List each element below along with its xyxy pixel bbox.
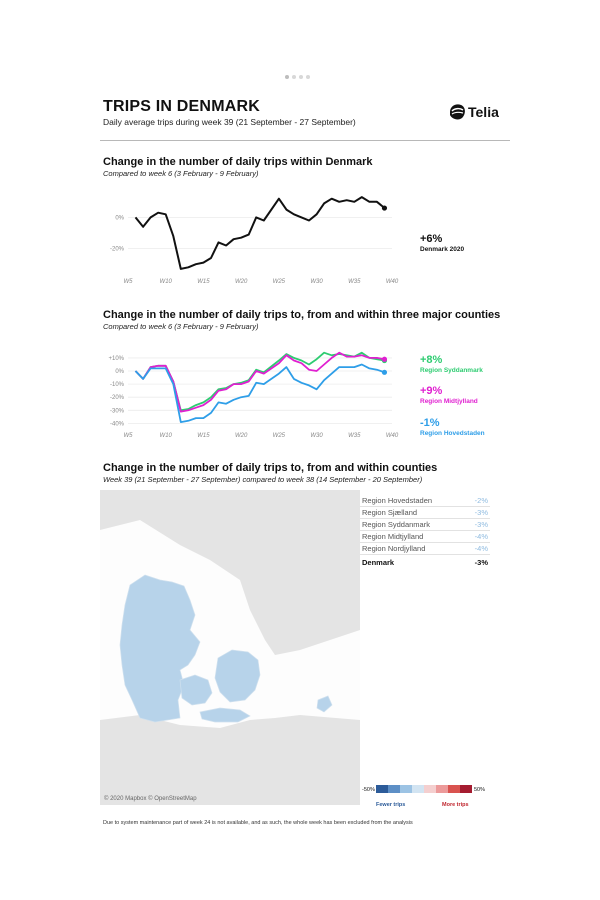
map-section-subtitle: Week 39 (21 September - 27 September) co…	[103, 475, 423, 484]
table-row: Region Sjælland -3%	[360, 507, 490, 519]
legend-min-label: -50%	[362, 787, 375, 793]
funen-region[interactable]	[179, 674, 213, 706]
y-tick-label: -40%	[110, 421, 125, 427]
series-end-point-1	[381, 356, 388, 362]
header-divider	[100, 140, 510, 141]
bornholm-region[interactable]	[316, 695, 333, 713]
denmark-map[interactable]: © 2020 Mapbox © OpenStreetMap	[100, 490, 360, 805]
legend-fewer-label: Fewer trips	[376, 802, 406, 808]
telia-pebble-icon	[450, 104, 465, 120]
legend-more-label: More trips	[442, 802, 469, 808]
series-line-1	[134, 351, 385, 413]
table-row: Region Nordjylland -4%	[360, 543, 490, 555]
germany-land	[100, 715, 360, 805]
x-tick-label: W25	[273, 433, 286, 439]
region-name: Region Sjælland	[362, 508, 418, 517]
chart2-subtitle: Compared to week 6 (3 February - 9 Febru…	[103, 322, 259, 331]
chart2-svg: +10% 0% -10% -20% -30% -40% W5 W10 W15 W20 W25 W30 W…	[108, 351, 399, 439]
annotation-midtjylland-label: Region Midtjylland	[420, 398, 478, 405]
y-tick-label: -30%	[110, 408, 125, 414]
series-end-point-0	[381, 205, 388, 211]
chart1-annotation-label: Denmark 2020	[420, 246, 465, 253]
annotation-syddanmark-value: +8%	[420, 354, 443, 366]
region-value: -3%	[474, 508, 488, 517]
x-tick-label: W35	[348, 279, 361, 285]
region-value: -4%	[474, 544, 488, 553]
table-row: Region Syddanmark -3%	[360, 519, 490, 531]
y-tick-label: 0%	[115, 215, 124, 221]
x-tick-label: W15	[197, 433, 210, 439]
page-dot[interactable]	[299, 75, 303, 79]
region-name: Region Syddanmark	[362, 520, 430, 529]
region-value: -2%	[474, 496, 488, 505]
x-tick-label: W40	[386, 433, 399, 439]
map-section-title: Change in the number of daily trips to, …	[103, 462, 438, 474]
region-value: -3%	[474, 520, 488, 529]
page-dot[interactable]	[306, 75, 310, 79]
annotation-hovedstaden-value: -1%	[420, 417, 440, 429]
y-tick-label: -20%	[110, 395, 125, 401]
x-tick-label: W20	[235, 433, 248, 439]
page-title: TRIPS IN DENMARK	[103, 98, 260, 115]
chart1-subtitle: Compared to week 6 (3 February - 9 Febru…	[103, 169, 259, 178]
color-legend: -50% 50% Fewer trips More trips	[362, 785, 487, 815]
x-tick-label: W10	[160, 279, 173, 285]
table-row: Region Midtjylland -4%	[360, 531, 490, 543]
page-dot[interactable]	[292, 75, 296, 79]
chart1-annotation-value: +6%	[420, 233, 443, 245]
y-tick-label: +10%	[108, 356, 124, 362]
zealand-region[interactable]	[214, 649, 261, 703]
region-name: Region Hovedstaden	[362, 496, 433, 505]
x-tick-label: W25	[273, 279, 286, 285]
x-tick-label: W15	[197, 279, 210, 285]
logo-text: Telia	[468, 104, 499, 120]
x-tick-label: W30	[310, 433, 323, 439]
y-tick-label: -20%	[110, 247, 125, 253]
x-tick-label: W30	[310, 279, 323, 285]
chart2-title: Change in the number of daily trips to, …	[103, 309, 501, 321]
footnote: Due to system maintenance part of week 2…	[103, 820, 413, 826]
sweden-land	[200, 490, 360, 630]
table-row: Region Hovedstaden -2%	[360, 495, 490, 507]
page-subtitle: Daily average trips during week 39 (21 S…	[103, 117, 356, 127]
lolland-falster-region[interactable]	[199, 707, 251, 723]
legend-color-scale	[376, 785, 472, 793]
telia-logo: Telia	[447, 100, 507, 126]
jutland-region[interactable]	[119, 574, 201, 723]
chart1-title: Change in the number of daily trips with…	[103, 156, 373, 168]
x-tick-label: W35	[348, 433, 361, 439]
region-table: Region Hovedstaden -2% Region Sjælland -3%…	[360, 495, 490, 568]
annotation-midtjylland-value: +9%	[420, 385, 443, 397]
series-end-point-2	[381, 369, 388, 375]
series-line-2	[134, 363, 385, 423]
total-name: Denmark	[362, 558, 395, 567]
x-tick-label: W40	[386, 279, 399, 285]
total-value: -3%	[474, 558, 488, 567]
region-name: Region Nordjylland	[362, 544, 426, 553]
x-tick-label: W5	[124, 433, 134, 439]
y-tick-label: -10%	[110, 382, 125, 388]
annotation-syddanmark-label: Region Syddanmark	[420, 367, 483, 374]
page-indicator[interactable]	[285, 66, 315, 79]
series-line-0	[134, 196, 386, 270]
y-tick-label: 0%	[115, 369, 124, 375]
region-name: Region Midtjylland	[362, 532, 424, 541]
x-tick-label: W5	[124, 279, 134, 285]
map-credit: © 2020 Mapbox © OpenStreetMap	[104, 796, 197, 802]
x-tick-label: W20	[235, 279, 248, 285]
legend-max-label: 50%	[474, 787, 486, 793]
table-total-row: Denmark -3%	[360, 557, 490, 568]
page-dot[interactable]	[285, 75, 289, 79]
region-value: -4%	[474, 532, 488, 541]
chart1-svg: 0% -20% W5 W10 W15 W20 W25 W30 W35 W40	[110, 196, 399, 285]
annotation-hovedstaden-label: Region Hovedstaden	[420, 430, 485, 437]
map-shapes	[100, 490, 360, 805]
x-tick-label: W10	[160, 433, 173, 439]
